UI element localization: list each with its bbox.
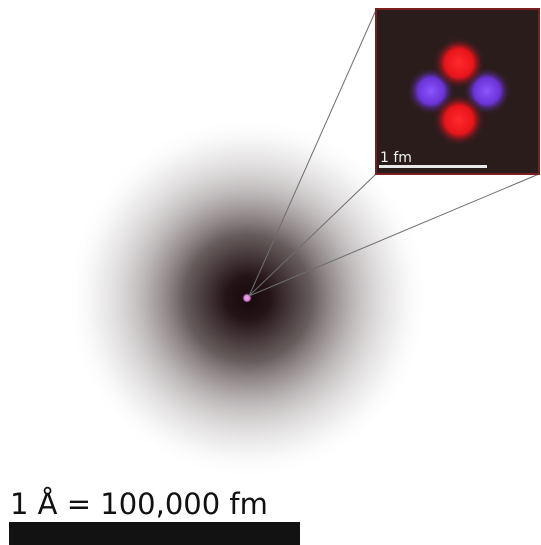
- zoom-line-top-left: [248, 9, 377, 297]
- zoom-lines: [248, 9, 540, 297]
- inset-scale-label: 1 fm: [380, 150, 412, 166]
- proton-top: [433, 37, 485, 89]
- nucleus-inset: 1 fm: [375, 8, 540, 175]
- inset-scale-bar: [379, 165, 487, 168]
- zoom-line-bottom-left: [248, 173, 377, 297]
- scale-bar: [9, 522, 300, 545]
- zoom-line-bottom-right: [248, 173, 540, 297]
- scale-bar-label: 1 Å = 100,000 fm: [10, 487, 268, 521]
- nucleus-icon: [407, 37, 511, 146]
- proton-bottom: [433, 94, 485, 146]
- inset-frame: [375, 8, 540, 175]
